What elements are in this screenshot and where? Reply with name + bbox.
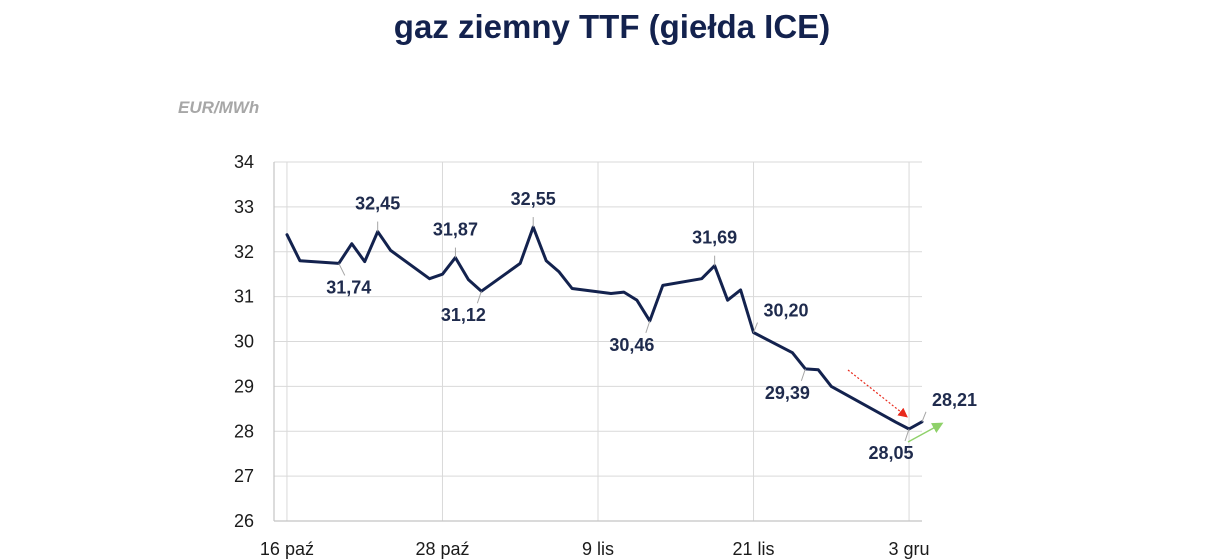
trend-arrows (847, 369, 944, 443)
y-tick-label: 29 (234, 376, 254, 396)
leader-line (800, 368, 806, 382)
data-label: 31,74 (326, 277, 371, 297)
data-label: 30,46 (609, 335, 654, 355)
data-label: 32,55 (511, 189, 556, 209)
trend-arrow-up (907, 422, 944, 443)
trend-arrow-down (847, 369, 908, 418)
axes: 26 27 28 29 30 31 32 33 34 16 paź 28 paź 9 lis 21 li… (234, 152, 930, 559)
y-tick-label: 28 (234, 421, 254, 441)
leader-line (338, 263, 346, 276)
data-label: 29,39 (765, 383, 810, 403)
leader-line (645, 320, 651, 334)
leader-line (904, 428, 910, 442)
data-label: 30,20 (764, 301, 809, 321)
data-label: 28,05 (869, 443, 914, 463)
chart-title: gaz ziemny TTF (giełda ICE) (393, 8, 831, 45)
y-tick-label: 32 (234, 242, 254, 262)
x-tick-label: 9 lis (582, 539, 614, 559)
y-tick-label: 30 (234, 332, 254, 352)
y-tick-label: 26 (234, 511, 254, 531)
y-tick-label: 34 (234, 152, 254, 172)
leader-line (753, 322, 758, 333)
data-labels: 31,74 32,45 31,87 31,12 32,55 30,46 31,69 30,20… (326, 189, 977, 463)
x-tick-label: 21 lis (733, 539, 775, 559)
y-tick-label: 27 (234, 466, 254, 486)
data-label: 31,12 (441, 305, 486, 325)
data-label: 31,87 (433, 220, 478, 240)
x-tick-label: 16 paź (260, 539, 314, 559)
leader-line (476, 291, 482, 304)
y-tick-label: 31 (234, 287, 254, 307)
x-tick-label: 28 paź (415, 539, 469, 559)
x-tick-label: 3 gru (889, 539, 930, 559)
leader-line (921, 411, 927, 423)
y-tick-label: 33 (234, 197, 254, 217)
series-layer (285, 225, 924, 431)
y-axis-unit-label: EUR/MWh (178, 98, 260, 117)
series-line (285, 225, 924, 431)
grid (274, 161, 922, 522)
data-label: 28,21 (932, 390, 977, 410)
data-label: 32,45 (355, 194, 400, 214)
data-label: 31,69 (692, 228, 737, 248)
